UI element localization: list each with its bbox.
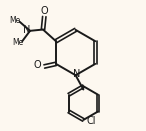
Text: Cl: Cl (87, 116, 96, 126)
Text: Me: Me (9, 16, 20, 25)
Text: O: O (40, 6, 48, 16)
Text: O: O (34, 60, 42, 70)
Text: Me: Me (13, 38, 24, 47)
Text: N: N (73, 69, 81, 79)
Text: N: N (23, 25, 31, 35)
